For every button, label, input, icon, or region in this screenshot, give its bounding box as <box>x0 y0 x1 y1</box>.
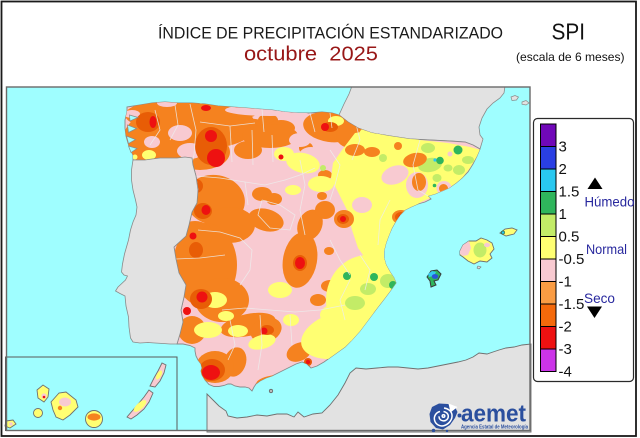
svg-text:Agencia Estatal de Meteorologí: Agencia Estatal de Meteorología <box>461 425 528 431</box>
svg-text:octubre 2025: octubre 2025 <box>244 43 378 66</box>
svg-text:2: 2 <box>559 161 567 178</box>
svg-text:1: 1 <box>559 206 567 223</box>
svg-text:-1: -1 <box>559 274 572 291</box>
svg-text:(escala de 6 meses): (escala de 6 meses) <box>516 50 625 64</box>
svg-text:SPI: SPI <box>552 19 586 45</box>
svg-text:ÍNDICE DE PRECIPITACIÓN ESTAND: ÍNDICE DE PRECIPITACIÓN ESTANDARIZADO <box>158 24 503 43</box>
svg-text:Húmedo: Húmedo <box>585 194 635 210</box>
svg-text:-2: -2 <box>559 319 572 336</box>
svg-text:1.5: 1.5 <box>559 184 580 201</box>
svg-text:aemet: aemet <box>461 401 526 428</box>
svg-text:-1.5: -1.5 <box>559 296 585 313</box>
svg-text:3: 3 <box>559 139 567 156</box>
svg-text:-4: -4 <box>559 364 572 381</box>
svg-text:-0.5: -0.5 <box>559 251 585 268</box>
svg-text:0.5: 0.5 <box>559 229 580 246</box>
svg-text:-3: -3 <box>559 341 572 358</box>
svg-text:Normal: Normal <box>586 241 627 257</box>
svg-text:Seco: Seco <box>584 290 615 306</box>
